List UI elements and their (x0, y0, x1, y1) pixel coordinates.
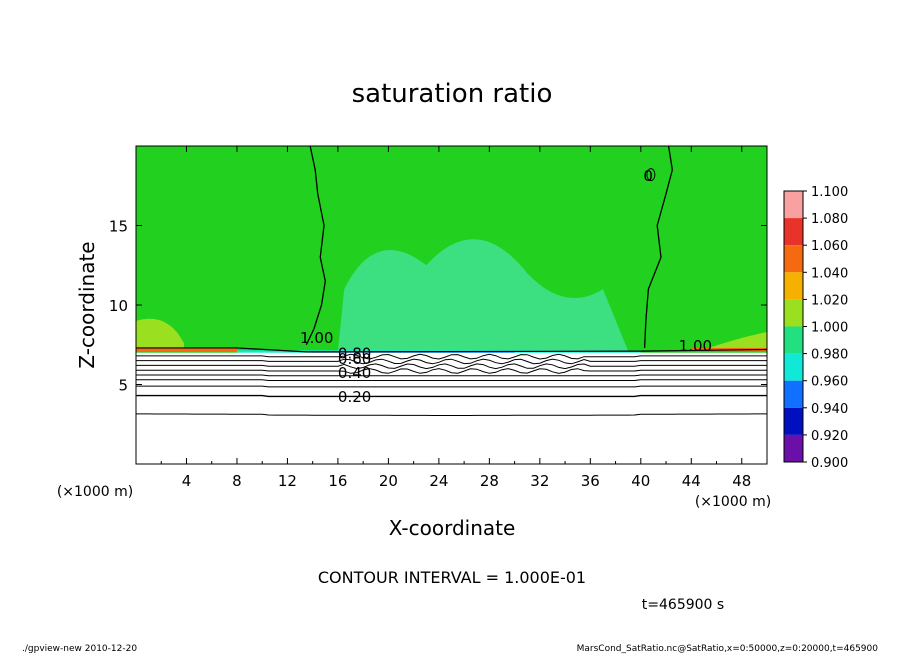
x-tick-label: 24 (429, 472, 448, 490)
plot-area: 1.00 1.00 0.800.600.40 0.20 0 (135, 145, 768, 465)
contour-line-below (136, 363, 767, 370)
x-tick-label: 20 (379, 472, 398, 490)
x-tick-label: 48 (732, 472, 751, 490)
contour-label: 0.20 (338, 388, 371, 406)
field-patch-high-right (703, 332, 767, 350)
colorbar-swatch (784, 380, 803, 408)
time-label: t=465900 s (642, 597, 724, 613)
chart-title: saturation ratio (352, 79, 553, 109)
colorbar-swatch (784, 218, 803, 246)
contour-label: 0.60 (338, 350, 371, 368)
colorbar-label: 0.900 (811, 456, 848, 471)
y-tick-label: 5 (118, 377, 128, 395)
x-tick-label: 32 (530, 472, 549, 490)
contour-line-below (136, 394, 767, 398)
y-tick-label: 15 (109, 218, 128, 236)
colorbar-label: 1.040 (811, 266, 848, 281)
colorbar-label: 1.020 (811, 293, 848, 308)
field-patch-high-left (136, 318, 184, 350)
contour-interval-label: CONTOUR INTERVAL = 1.000E-01 (318, 568, 586, 587)
contour-label: 1.00 (679, 337, 712, 355)
colorbar-swatch (784, 326, 803, 354)
x-tick-label: 12 (278, 472, 297, 490)
contour-line-below (136, 413, 767, 416)
colorbar-swatch (784, 191, 803, 219)
contour-line-below (136, 385, 767, 388)
y-axis-label: Z-coordinate (75, 241, 99, 368)
y-axis-ticks: 5 10 15 (109, 218, 767, 395)
colorbar-label: 1.060 (811, 239, 848, 254)
colorbar-swatch (784, 434, 803, 462)
contour-1.00-base (136, 347, 768, 353)
colorbar-swatch (784, 245, 803, 273)
y-tick-label: 10 (109, 297, 128, 315)
contour-line-below (136, 358, 767, 365)
colorbar-label: 1.080 (811, 212, 848, 227)
footer-left: ./gpview-new 2010-12-20 (22, 644, 137, 654)
field-patch-low (337, 239, 629, 352)
field-patches (136, 239, 767, 464)
contour-line-below (136, 374, 767, 377)
y-unit-label: (×1000 m) (57, 484, 133, 500)
footer-right: MarsCond_SatRatio.nc@SatRatio,x=0:50000,… (577, 644, 879, 654)
x-tick-label: 36 (581, 472, 600, 490)
colorbar-label: 0.920 (811, 429, 848, 444)
field-below-cloud (136, 352, 767, 464)
contour-line-below (136, 353, 767, 360)
colorbar-swatch (784, 407, 803, 435)
colorbar: 1.100 1.080 1.060 1.040 1.020 1.000 0.980 0.960… (783, 185, 848, 471)
contour-label: 0.80 (338, 344, 371, 362)
x-unit-label: (×1000 m) (695, 494, 771, 510)
x-tick-label: 8 (232, 472, 242, 490)
contour-1.00-left (305, 145, 326, 346)
colorbar-swatch (784, 299, 803, 327)
contour-lines (136, 145, 768, 416)
x-axis-label: X-coordinate (389, 516, 516, 540)
colorbar-label: 0.960 (811, 375, 848, 390)
contour-label: 0 (643, 167, 653, 185)
x-tick-label: 44 (682, 472, 701, 490)
contour-label: 0.40 (338, 364, 371, 382)
colorbar-label: 0.940 (811, 402, 848, 417)
x-tick-label: 4 (182, 472, 192, 490)
colorbar-label: 0.980 (811, 348, 848, 363)
contour-label: 1.00 (300, 329, 333, 347)
x-tick-label: 16 (328, 472, 347, 490)
contour-line-below (136, 368, 767, 374)
colorbar-swatch (784, 353, 803, 381)
contour-small-loop (646, 168, 656, 182)
contour-labels: 1.00 1.00 0.800.600.40 0.20 0 (300, 167, 712, 406)
field-patch-orange-left (136, 347, 237, 352)
contour-line-below (136, 379, 767, 381)
contour-1.00-right (643, 145, 674, 348)
x-axis-ticks: 4 8 12 16 20 24 28 32 36 40 44 48 (160, 146, 751, 490)
x-tick-label: 28 (480, 472, 499, 490)
x-tick-label: 40 (631, 472, 650, 490)
colorbar-label: 1.100 (811, 185, 848, 200)
colorbar-swatch (784, 272, 803, 300)
colorbar-label: 1.000 (811, 321, 848, 336)
